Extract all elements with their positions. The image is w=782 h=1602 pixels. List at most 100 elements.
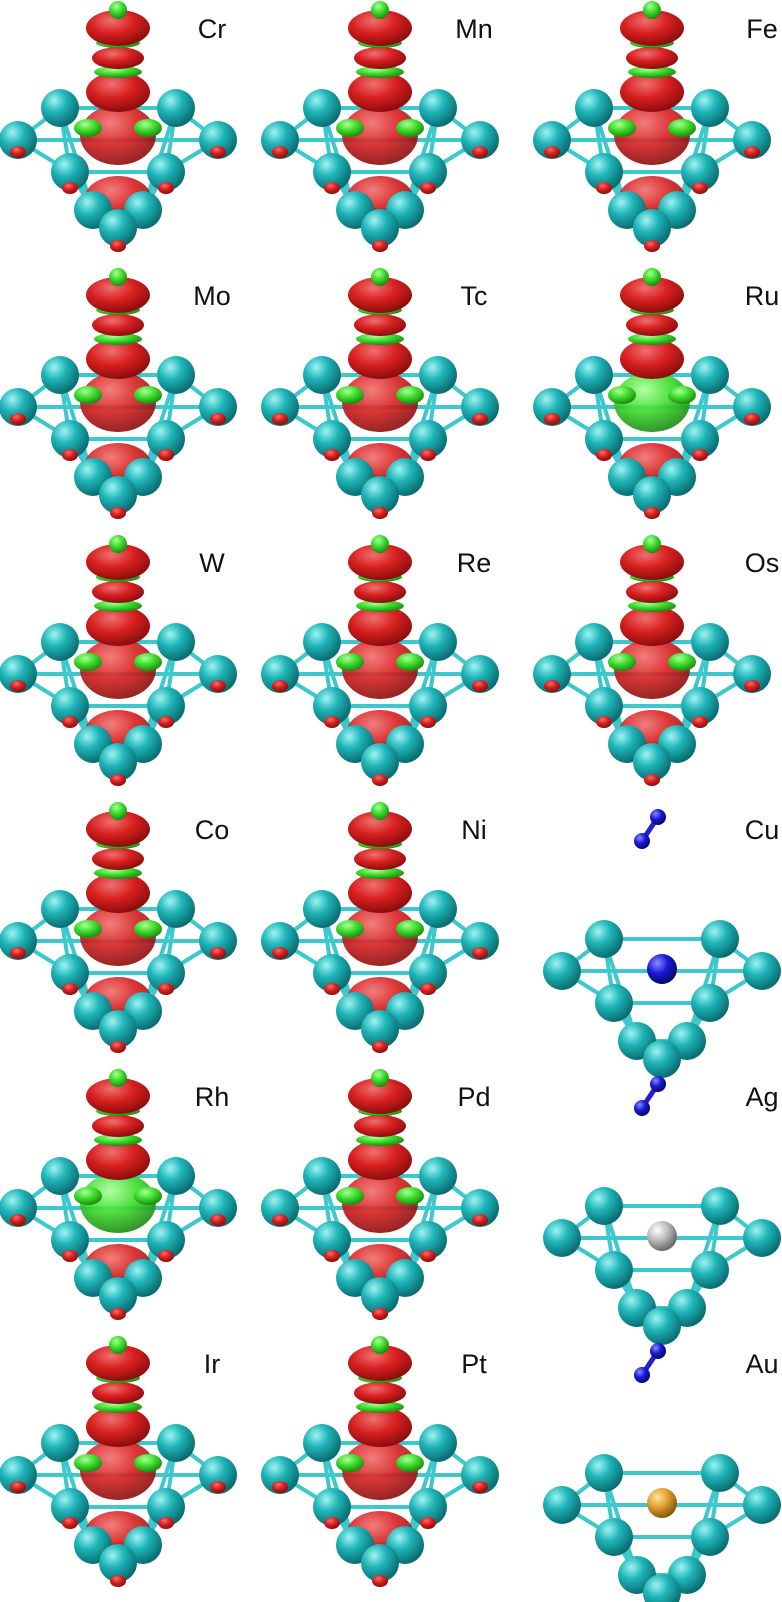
isosurface: [396, 386, 424, 404]
isosurface: [644, 774, 660, 786]
atom: [691, 89, 729, 127]
atom: [303, 623, 341, 661]
element-label: Au: [745, 1349, 778, 1379]
atom: [595, 1518, 633, 1556]
isosurface: [10, 1481, 26, 1493]
isosurface: [626, 314, 678, 336]
centre-atom: [647, 954, 677, 984]
atom: [701, 1454, 739, 1492]
isosurface: [472, 680, 488, 692]
atom: [419, 890, 457, 928]
isosurface: [74, 1454, 102, 1472]
centre-atom: [647, 1221, 677, 1251]
isosurface: [692, 716, 708, 728]
isosurface: [371, 1069, 389, 1087]
isosurface: [272, 1481, 288, 1493]
isosurface: [596, 182, 612, 194]
isosurface: [372, 1308, 388, 1320]
isosurface: [472, 947, 488, 959]
isosurface: [109, 1336, 127, 1354]
isosurface: [272, 1214, 288, 1226]
atom: [157, 1424, 195, 1462]
panel: Pt: [261, 1336, 499, 1587]
atom: [157, 1157, 195, 1195]
isosurface: [354, 848, 406, 870]
isosurface: [324, 449, 340, 461]
element-label: Pt: [461, 1349, 487, 1379]
isosurface: [110, 507, 126, 519]
isosurface: [626, 47, 678, 69]
dimer-atom: [634, 833, 650, 849]
isosurface: [109, 1069, 127, 1087]
isosurface: [596, 449, 612, 461]
isosurface: [10, 680, 26, 692]
isosurface: [110, 1575, 126, 1587]
element-label: Ru: [745, 281, 780, 311]
isosurface: [110, 240, 126, 252]
atom: [543, 952, 581, 990]
isosurface: [158, 1517, 174, 1529]
element-label: Cr: [198, 14, 227, 44]
isosurface: [109, 1, 127, 19]
isosurface: [210, 413, 226, 425]
atom: [303, 890, 341, 928]
atom: [595, 1251, 633, 1289]
isosurface: [336, 1187, 364, 1205]
isosurface: [158, 1250, 174, 1262]
atom: [585, 920, 623, 958]
isosurface: [92, 581, 144, 603]
isosurface: [372, 240, 388, 252]
centre-atom: [647, 1488, 677, 1518]
atom: [157, 890, 195, 928]
isosurface: [62, 716, 78, 728]
atom: [643, 1307, 681, 1345]
dimer-atom: [650, 1343, 666, 1359]
isosurface: [372, 774, 388, 786]
panel: Ni: [261, 802, 499, 1053]
atom: [41, 623, 79, 661]
panel: Rh: [0, 1069, 237, 1320]
element-label: Ag: [745, 1082, 778, 1112]
element-label: Tc: [461, 281, 488, 311]
isosurface: [372, 1575, 388, 1587]
isosurface: [158, 716, 174, 728]
isosurface: [92, 1382, 144, 1404]
isosurface: [134, 1187, 162, 1205]
isosurface: [109, 535, 127, 553]
isosurface: [336, 119, 364, 137]
isosurface: [643, 1, 661, 19]
isosurface: [134, 653, 162, 671]
element-label: Os: [745, 548, 780, 578]
isosurface: [92, 848, 144, 870]
isosurface: [544, 146, 560, 158]
atom: [575, 623, 613, 661]
atom: [41, 1424, 79, 1462]
panel: Os: [533, 535, 779, 786]
isosurface: [396, 1187, 424, 1205]
isosurface: [10, 1214, 26, 1226]
atom: [743, 1486, 781, 1524]
isosurface: [109, 802, 127, 820]
element-label: Pd: [457, 1082, 490, 1112]
isosurface: [324, 1250, 340, 1262]
isosurface: [324, 983, 340, 995]
atom: [157, 89, 195, 127]
isosurface: [354, 47, 406, 69]
isosurface: [396, 119, 424, 137]
isosurface: [396, 920, 424, 938]
isosurface: [608, 386, 636, 404]
isosurface: [643, 268, 661, 286]
isosurface: [643, 535, 661, 553]
atom: [41, 356, 79, 394]
panel: Ru: [533, 268, 779, 519]
isosurface: [544, 413, 560, 425]
atom: [543, 1219, 581, 1257]
atom: [157, 623, 195, 661]
isosurface: [354, 314, 406, 336]
panel: Mo: [0, 268, 237, 519]
element-label: Fe: [746, 14, 778, 44]
panel: Co: [0, 802, 237, 1053]
isosurface: [336, 386, 364, 404]
atom: [643, 1040, 681, 1078]
atom: [691, 984, 729, 1022]
